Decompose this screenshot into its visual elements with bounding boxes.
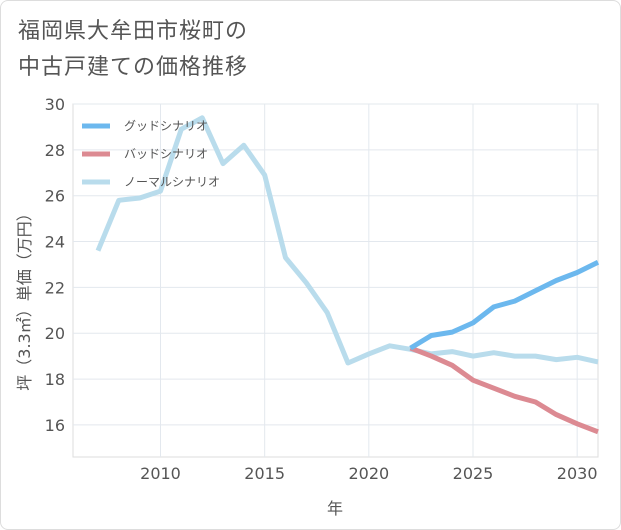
- y-tick-label: 18: [45, 370, 65, 389]
- axis-ticks: 2010 2015 2020 2025 2030 16 18 20 22 24 26 28 30: [45, 95, 598, 483]
- x-axis-label: 年: [327, 499, 343, 518]
- y-tick-label: 30: [45, 95, 65, 114]
- legend-label-normal: ノーマルシナリオ: [124, 175, 220, 189]
- x-tick-label: 2030: [557, 464, 598, 483]
- x-tick-label: 2025: [453, 464, 494, 483]
- grid-lines: [73, 103, 598, 457]
- y-tick-label: 26: [45, 187, 65, 206]
- chart-title-line-2: 中古戸建ての価格推移: [18, 55, 249, 80]
- legend-label-bad: バッドシナリオ: [124, 147, 208, 161]
- series-line-normal: [95, 115, 599, 366]
- chart-title: 福岡県大牟田市桜町の 中古戸建ての価格推移: [18, 14, 438, 86]
- y-tick-label: 22: [45, 278, 65, 297]
- y-tick-label: 20: [45, 324, 65, 343]
- x-tick-label: 2020: [348, 464, 389, 483]
- series-line-bad: [409, 345, 599, 435]
- chart-title-line-1: 福岡県大牟田市桜町の: [18, 19, 249, 44]
- legend-label-good: グッドシナリオ: [124, 119, 208, 133]
- y-axis-label: 坪（3.3㎡）単価（万円）: [15, 205, 34, 390]
- y-tick-label: 16: [45, 416, 65, 435]
- x-tick-label: 2010: [140, 464, 181, 483]
- series-lines: [95, 115, 600, 435]
- y-tick-label: 28: [45, 141, 65, 160]
- y-tick-label: 24: [45, 233, 65, 252]
- series-line-good: [409, 259, 600, 351]
- x-tick-label: 2015: [244, 464, 285, 483]
